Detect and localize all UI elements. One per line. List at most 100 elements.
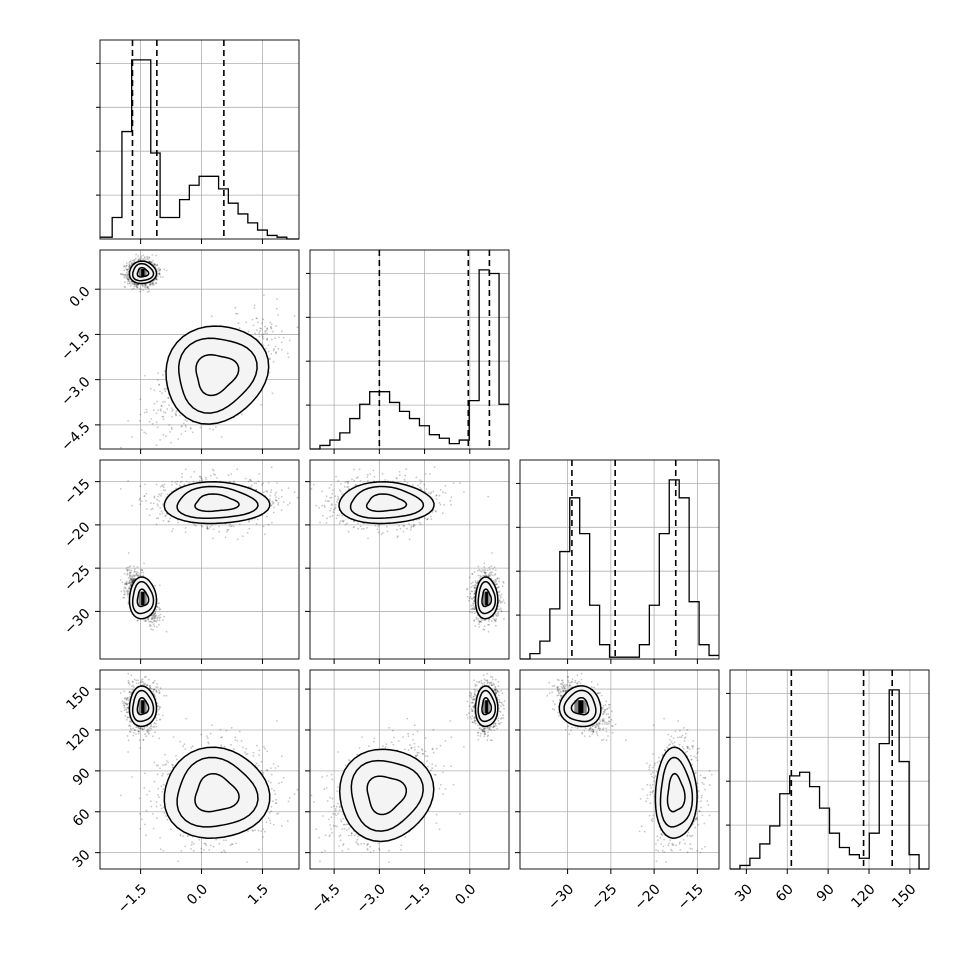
sample-point [147,287,150,290]
sample-point [127,596,130,599]
sample-point [172,528,174,530]
sample-point [215,426,217,428]
sample-point [240,413,243,416]
sample-point [207,528,210,530]
sample-point [155,626,158,628]
sample-point [209,526,212,528]
sample-point [181,476,184,479]
sample-point [256,518,259,521]
sample-point [159,390,161,393]
sample-point [153,262,155,265]
sample-point [162,374,164,376]
histogram-step [310,269,509,450]
sample-point [134,574,137,577]
sample-point [135,573,138,575]
sample-point [262,482,265,485]
sample-point [149,283,152,286]
sample-point [125,580,128,583]
sample-point [124,593,126,595]
sample-point [148,257,151,259]
sample-point [149,284,152,287]
sample-point [150,628,153,631]
sample-point [162,418,165,421]
sample-point [138,288,141,290]
sample-point [126,570,129,572]
sample-point [227,474,230,477]
sample-point [128,566,130,568]
sample-point [132,578,135,580]
sample-point [158,493,161,496]
sample-point [149,623,152,626]
sample-point [146,257,149,260]
sample-point [137,258,140,261]
sample-point [262,525,265,528]
sample-point [152,502,155,505]
sample-point [123,591,126,593]
sample-point [156,619,159,622]
sample-point [151,284,154,286]
sample-point [170,426,173,429]
sample-point [127,582,129,585]
sample-point [154,282,157,285]
sample-point [155,614,158,617]
sample-point [263,294,265,296]
sample-point [147,286,149,289]
sample-point [158,273,160,275]
sample-point [287,487,290,489]
sample-point [258,332,261,335]
sample-point [137,575,140,577]
sample-point [177,521,180,524]
sample-point [269,321,272,324]
sample-point [211,524,213,527]
sample-point [132,574,135,576]
sample-point [140,257,143,259]
sample-point [253,304,256,307]
sample-point [126,573,129,576]
sample-point [136,286,139,289]
sample-point [159,408,162,411]
sample-point [168,404,171,406]
sample-point [150,283,153,286]
sample-point [128,264,131,267]
sample-point [230,525,233,528]
sample-point [157,517,160,520]
contour-inner [194,493,240,513]
sample-point [130,260,132,263]
sample-point [126,592,129,595]
sample-point [155,444,158,446]
sample-point [123,273,126,276]
sample-point [254,332,256,335]
sample-point [218,525,220,528]
sample-point [159,513,161,515]
sample-point [159,268,162,271]
sample-point [167,520,170,523]
sample-point [153,614,156,616]
sample-point [135,571,138,573]
sample-point [134,283,137,286]
sample-point [131,504,133,507]
sample-point [121,273,124,276]
sample-point [128,579,131,582]
contour-outer [165,325,270,425]
sample-point [252,324,255,327]
sample-point [153,613,155,615]
sample-point [126,269,129,271]
sample-point [180,425,183,428]
sample-point [274,345,277,348]
sample-point [188,482,191,484]
sample-point [266,515,268,518]
sample-point [152,409,155,411]
sample-point [133,261,136,263]
sample-point [144,284,147,287]
sample-point [129,264,131,267]
sample-point [129,571,132,574]
sample-point [122,273,125,276]
sample-point [153,625,156,628]
sample-point [266,337,269,340]
sample-point [270,491,272,493]
sample-point [131,581,133,584]
sample-point [126,572,129,575]
sample-point [228,480,231,483]
sample-point [218,530,221,533]
sample-point [224,536,227,539]
